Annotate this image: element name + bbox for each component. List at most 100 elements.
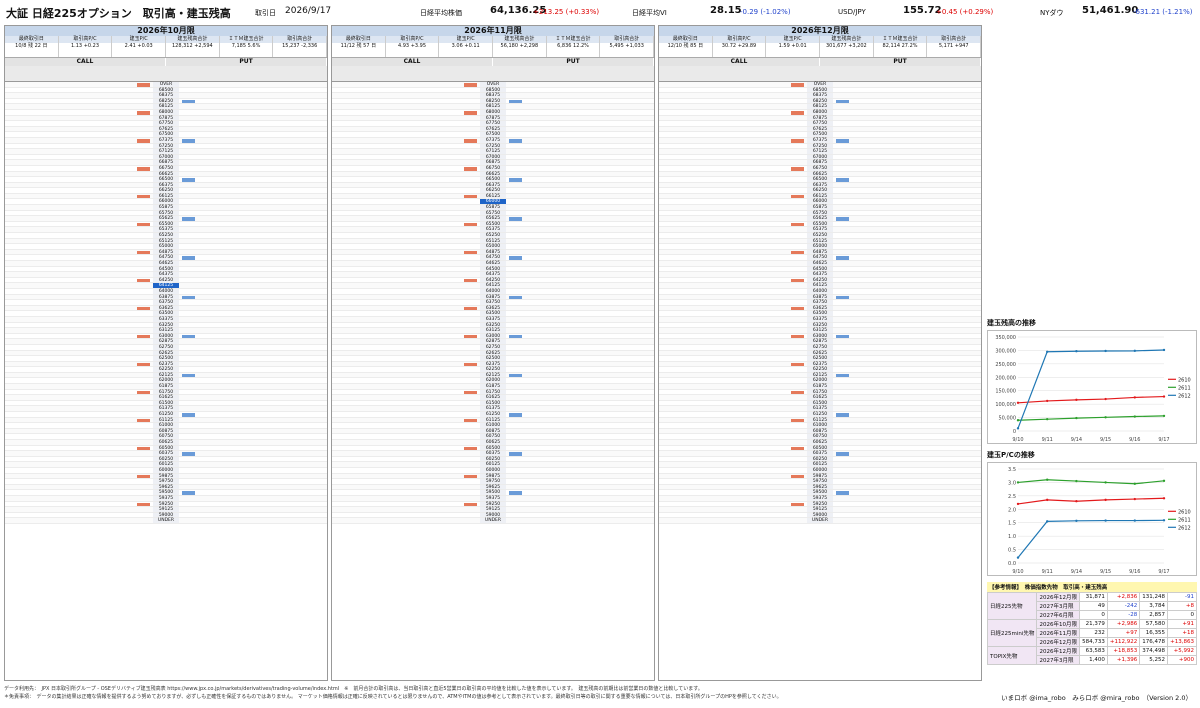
table-row: 67500 bbox=[332, 132, 654, 138]
strike-cell: 62125 bbox=[480, 372, 506, 378]
strike-cell: 66250 bbox=[807, 188, 833, 193]
futures-cell: +8 bbox=[1167, 601, 1197, 611]
x-tick-label: 9/15 bbox=[1100, 569, 1111, 575]
strike-cell: 62000 bbox=[153, 378, 179, 383]
table-row: 67250 bbox=[332, 143, 654, 150]
table-row: 65750 bbox=[659, 210, 981, 217]
table-row: 60000 bbox=[332, 467, 654, 474]
table-row: 66250 bbox=[332, 188, 654, 194]
table-row: 63875 bbox=[332, 294, 654, 301]
x-tick-label: 9/14 bbox=[1071, 569, 1082, 575]
strike-cell: 65000 bbox=[480, 244, 506, 249]
panel-title: 2026年11月限 bbox=[332, 26, 654, 36]
call-bar bbox=[464, 138, 477, 143]
table-row: 66750 bbox=[659, 165, 981, 172]
table-row: 63125 bbox=[5, 328, 327, 334]
panel-nov: 2026年11月限 最終取引日 11/12 残 57 日取引高P/C 4.93 +3.… bbox=[331, 25, 655, 681]
x-tick-label: 9/17 bbox=[1158, 569, 1169, 575]
table-row: 64250 bbox=[659, 277, 981, 284]
futures-group: TOPIX先物 bbox=[986, 646, 1038, 665]
table-row: 66125 bbox=[5, 193, 327, 200]
futures-cell: +900 bbox=[1167, 655, 1197, 665]
strike-cell: 62875 bbox=[480, 339, 506, 344]
strike-cell: 65375 bbox=[480, 227, 506, 232]
strike-cell: 64625 bbox=[807, 261, 833, 266]
futures-cell: 176,478 bbox=[1139, 637, 1169, 647]
table-row: 63375 bbox=[5, 316, 327, 323]
data-point bbox=[1133, 396, 1136, 399]
table-row: 59625 bbox=[5, 484, 327, 491]
strike-cell: 65000 bbox=[807, 244, 833, 249]
strike-cell: 59500 bbox=[807, 490, 833, 495]
legend-label: 2611 bbox=[1178, 385, 1191, 391]
strike-cell: 60750 bbox=[153, 434, 179, 439]
table-row: 66875 bbox=[659, 160, 981, 166]
strike-cell: 60375 bbox=[153, 451, 179, 456]
table-row: 65750 bbox=[332, 210, 654, 217]
table-row: 60875 bbox=[332, 428, 654, 435]
column-header-row bbox=[659, 66, 981, 82]
table-row: 66875 bbox=[332, 160, 654, 166]
table-row: 63250 bbox=[332, 322, 654, 329]
strike-cell: 61125 bbox=[480, 417, 506, 423]
table-row: 62750 bbox=[332, 344, 654, 351]
table-row: 60000 bbox=[5, 467, 327, 474]
vi-value: 28.15 bbox=[710, 5, 742, 16]
table-row: 68500 bbox=[659, 87, 981, 94]
table-row: 67875 bbox=[659, 115, 981, 122]
strike-cell: 65875 bbox=[153, 205, 179, 210]
call-bar bbox=[791, 502, 804, 507]
strike-cell: 65375 bbox=[153, 227, 179, 232]
strike-cell: 67250 bbox=[807, 143, 833, 149]
table-row: 66875 bbox=[5, 160, 327, 166]
series-line-2612 bbox=[1017, 349, 1165, 429]
table-row: 66500 bbox=[659, 177, 981, 183]
data-point bbox=[1133, 482, 1136, 485]
put-bar bbox=[509, 452, 522, 456]
table-row: 61125 bbox=[332, 417, 654, 424]
strike-cell: 61125 bbox=[807, 417, 833, 423]
strike-cell: 67125 bbox=[807, 149, 833, 154]
call-bar bbox=[464, 418, 477, 423]
strike-cell: 60375 bbox=[480, 451, 506, 456]
table-row: 60750 bbox=[332, 434, 654, 440]
futures-cell: +5,992 bbox=[1167, 646, 1197, 656]
strike-cell: 60125 bbox=[153, 462, 179, 467]
futures-row: TOPIX先物 2026年12月限 63,583 +18,853 374,498 +5,9… bbox=[986, 646, 1197, 665]
futures-cell: 63,583 bbox=[1079, 646, 1108, 656]
table-row: 63750 bbox=[5, 300, 327, 306]
strike-cell: 64875 bbox=[480, 249, 506, 255]
strike-cell: 62375 bbox=[480, 361, 506, 367]
data-point bbox=[1162, 348, 1166, 352]
strike-cell: 67500 bbox=[153, 132, 179, 137]
call-bar bbox=[464, 250, 477, 255]
y-tick-label: 0 bbox=[1013, 429, 1016, 435]
call-label: CALL bbox=[659, 58, 820, 66]
table-row: 59750 bbox=[332, 479, 654, 485]
strike-cell: 64375 bbox=[807, 272, 833, 277]
page-title: 大証 日経225オプション 取引高・建玉残高 bbox=[6, 7, 231, 20]
data-point bbox=[1046, 417, 1049, 421]
strike-cell: 68375 bbox=[480, 93, 506, 98]
data-point bbox=[1133, 349, 1136, 353]
table-row: 60625 bbox=[332, 440, 654, 446]
strike-cell: 62500 bbox=[480, 356, 506, 361]
table-row: 60250 bbox=[332, 456, 654, 463]
table-row: 64125 bbox=[332, 283, 654, 289]
table-row: 61625 bbox=[5, 395, 327, 401]
call-bar bbox=[791, 306, 804, 311]
table-row: 67750 bbox=[659, 121, 981, 127]
table-row: 64500 bbox=[332, 266, 654, 273]
table-row: 68000 bbox=[659, 109, 981, 116]
strike-cell: 68375 bbox=[153, 93, 179, 98]
strike-cell: 68000 bbox=[480, 109, 506, 115]
strike-cell: 64875 bbox=[807, 249, 833, 255]
call-bar bbox=[464, 83, 477, 87]
strike-cell: 66750 bbox=[480, 165, 506, 171]
strike-cell: OVER bbox=[807, 82, 833, 87]
futures-row: 2027年3月限 1,400 +1,396 5,252 +900 bbox=[988, 655, 1197, 665]
put-bar bbox=[182, 334, 195, 339]
call-bar bbox=[137, 194, 150, 199]
call-bar bbox=[137, 334, 150, 339]
x-tick-label: 9/11 bbox=[1042, 569, 1053, 575]
